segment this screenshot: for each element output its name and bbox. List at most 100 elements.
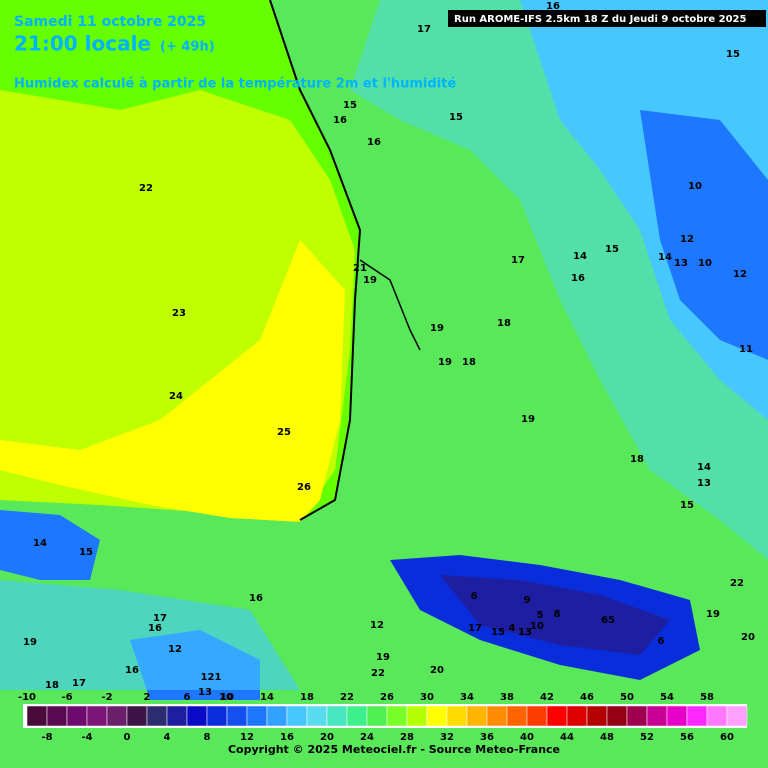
contour-label: 18 [45,680,59,691]
contour-label: 22 [371,668,385,679]
colorbar-label: 52 [640,732,654,743]
contour-label: 12 [370,620,384,631]
colorbar-label: 28 [400,732,414,743]
contour-label: 15 [726,49,740,60]
colorbar-cell [726,705,748,727]
contour-label: 15 [605,244,619,255]
colorbar-cell [666,705,688,727]
contour-label: 121 [201,672,222,683]
contour-label: 13 [674,258,688,269]
colorbar-label: 18 [300,692,314,703]
contour-label: 12 [680,234,694,245]
colorbar-label: 46 [580,692,594,703]
contour-label: 17 [417,24,431,35]
colorbar-label: -4 [81,732,92,743]
subtitle: Humidex calculé à partir de la températu… [14,77,456,92]
colorbar-label: 0 [124,732,131,743]
contour-label: 13 [198,687,212,698]
contour-label: 10 [530,621,544,632]
colorbar-cell [586,705,608,727]
blue-zone [640,110,768,360]
contour-label: 16 [367,137,381,148]
contour-label: 19 [521,414,535,425]
colorbar-label: 56 [680,732,694,743]
colorbar-label: 54 [660,692,674,703]
copyright: Copyright © 2025 Meteociel.fr - Source M… [228,743,560,756]
colorbar-label: 36 [480,732,494,743]
colorbar-cell [106,705,128,727]
contour-label: 22 [730,578,744,589]
time: 21:00 locale [14,32,151,56]
colorbar-cell [686,705,708,727]
contour-label: 15 [491,627,505,638]
run-info: Run AROME-IFS 2.5km 18 Z du Jeudi 9 octo… [454,14,746,25]
contour-label: 16 [249,593,263,604]
colorbar-label: 24 [360,732,374,743]
colorbar-label: 6 [184,692,191,703]
colorbar-label: -8 [41,732,52,743]
contour-label: 14 [573,251,587,262]
colorbar-label: 8 [204,732,211,743]
southwest-cyan [0,580,300,690]
colorbar-cell [126,705,148,727]
contour-labels: 16 17 15 15 16 15 16 22 10 12 15 14 14 13 10 12 17 21 19 16… [23,1,755,703]
colorbar-label: 40 [520,732,534,743]
contour-label: 26 [297,482,311,493]
contour-label: 6 [471,591,478,602]
contour-label: 15 [680,500,694,511]
colorbar-label: -6 [61,692,72,703]
contour-label: 21 [353,263,367,274]
colorbar-label: 14 [260,692,274,703]
contour-label: 19 [706,609,720,620]
contour-label: 10 [219,692,233,703]
date: Samedi 11 octobre 2025 [14,14,206,30]
colorbar-cell [546,705,568,727]
contour-label: 16 [125,665,139,676]
contour-label: 18 [497,318,511,329]
colorbar-label: 50 [620,692,634,703]
colorbar-cell [526,705,548,727]
colorbar-cell [706,705,728,727]
colorbar-label: 22 [340,692,354,703]
colorbar-label: 30 [420,692,434,703]
colorbar-cell [206,705,228,727]
colorbar-cell [326,705,348,727]
contour-label: 24 [169,391,183,402]
contour-label: 10 [698,258,712,269]
colorbar-cell [246,705,268,727]
contour-label: 16 [333,115,347,126]
coastline [269,0,362,521]
contour-label: 22 [139,183,153,194]
colorbar-label: 10 [220,692,234,703]
colorbar-label: 20 [320,732,334,743]
colorbar-label: 32 [440,732,454,743]
colorbar-cell [46,705,68,727]
colorbar-cell [446,705,468,727]
contour-label: 17 [153,613,167,624]
contour-label: 17 [511,255,525,266]
colorbar-cell [146,705,168,727]
contour-label: 25 [277,427,291,438]
colorbar-cell [506,705,528,727]
contour-label: 15 [449,112,463,123]
colorbar-cell [346,705,368,727]
colorbar-cell [366,705,388,727]
colorbar-cell [486,705,508,727]
contour-label: 65 [601,615,615,626]
lead-time: (+ 49h) [160,40,215,55]
run-box [448,10,766,27]
colorbar-cell [386,705,408,727]
contour-label: 17 [72,678,86,689]
contour-label: 16 [546,1,560,12]
contour-label: 19 [438,357,452,368]
contour-label: 10 [688,181,702,192]
contour-label: 11 [739,344,753,355]
contour-label: 17 [468,623,482,634]
colorbar-label: 2 [144,692,151,703]
colorbar: -10 -6 -2 2 6 10 14 18 22 26 30 34 38 42 46 50 54 58-8 -4 0… [18,692,748,743]
contour-label: 18 [462,357,476,368]
contour-label: 14 [33,538,47,549]
contour-label: 15 [79,547,93,558]
